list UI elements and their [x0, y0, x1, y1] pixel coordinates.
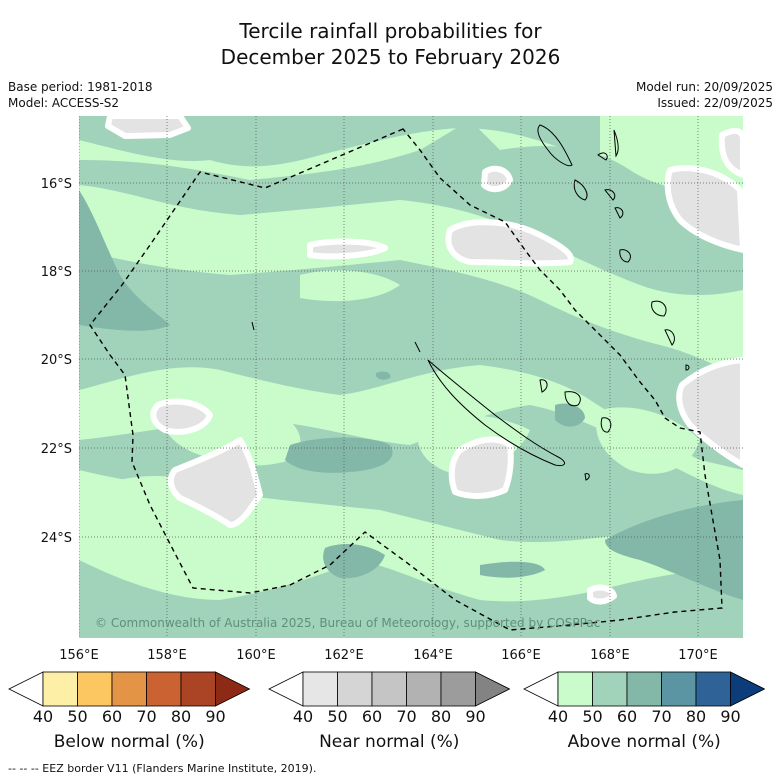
lon-label-168: 168°E	[590, 648, 630, 663]
colorbar-segment	[661, 671, 697, 707]
colorbar-segment	[592, 671, 628, 707]
copyright-text: © Commonwealth of Australia 2025, Bureau…	[95, 616, 600, 630]
colorbar-tick-label: 60	[102, 707, 122, 726]
matthew-island	[664, 329, 675, 346]
colorbar-segment	[42, 671, 78, 707]
colorbar-segment	[371, 671, 407, 707]
colorbar-tick-label: 40	[548, 707, 568, 726]
longitude-labels: 156°E 158°E 160°E 162°E 164°E 166°E 168°…	[59, 648, 718, 663]
colorbar-segment	[146, 671, 182, 707]
latitude-labels: 16°S 18°S 20°S 22°S 24°S	[41, 177, 72, 546]
mare-outline	[600, 417, 612, 433]
colorbar-segment	[302, 671, 338, 707]
meta-left: Base period: 1981-2018 Model: ACCESS-S2	[8, 79, 153, 111]
colorbar-segment	[626, 671, 662, 707]
base-period: Base period: 1981-2018	[8, 80, 153, 94]
colorbar-tick-label: 50	[327, 707, 347, 726]
islands	[251, 124, 690, 481]
colorbar-segment	[180, 671, 216, 707]
walpole-outline	[584, 473, 590, 481]
lon-label-158: 158°E	[147, 648, 187, 663]
lifou-outline	[564, 391, 581, 407]
colorbar-segment	[77, 671, 113, 707]
eez-border-line	[89, 128, 723, 631]
colorbar-tick-label: 40	[33, 707, 53, 726]
tanna-outline	[619, 249, 631, 263]
model-name: Model: ACCESS-S2	[8, 96, 120, 110]
lat-label-20: 20°S	[41, 353, 72, 368]
lat-label-22: 22°S	[41, 442, 72, 457]
colorbar-tick-label: 40	[293, 707, 313, 726]
colorbar-segment	[440, 671, 476, 707]
belep-islands	[414, 341, 421, 353]
lon-label-164: 164°E	[413, 648, 453, 663]
lon-label-160: 160°E	[236, 648, 276, 663]
colorbar-tick-label: 90	[205, 707, 225, 726]
malekula-outline	[573, 179, 588, 201]
colorbar-segment	[406, 671, 442, 707]
colorbar-tick-label: 80	[686, 707, 706, 726]
lon-label-170: 170°E	[678, 648, 718, 663]
maewo-outline	[597, 152, 608, 161]
colorbar-tick-label: 80	[171, 707, 191, 726]
colorbar-tick-label: 50	[67, 707, 87, 726]
colorbar-high-extend	[215, 671, 251, 707]
pentecost-outline	[613, 129, 619, 158]
above-normal-60-70	[79, 190, 743, 600]
colorbar-near-normal: 40 50 60 70 80 90 Near normal (%)	[268, 671, 511, 752]
colorbar-segment	[557, 671, 593, 707]
colorbar-tick-label: 60	[362, 707, 382, 726]
colorbar-tick-label: 90	[465, 707, 485, 726]
colorbar-title: Below normal (%)	[54, 732, 205, 752]
lon-label-156: 156°E	[59, 648, 99, 663]
colorbar-high-extend	[730, 671, 766, 707]
colorbar-tick-label: 70	[396, 707, 416, 726]
lat-label-18: 18°S	[41, 265, 72, 280]
colorbar-title: Above normal (%)	[568, 732, 721, 752]
lon-label-166: 166°E	[501, 648, 541, 663]
colorbar-tick-label: 60	[617, 707, 637, 726]
lat-label-24: 24°S	[41, 531, 72, 546]
colorbar-segment	[337, 671, 373, 707]
efate-outline	[614, 207, 624, 219]
model-run: Model run: 20/09/2025	[635, 80, 773, 94]
espiritu-santo-outline	[537, 124, 573, 167]
colorbar-tick-label: 80	[431, 707, 451, 726]
colorbar-high-extend	[475, 671, 511, 707]
epi-outline	[604, 189, 616, 201]
colorbar-above-normal: 40 50 60 70 80 90 Above normal (%)	[523, 671, 766, 752]
title-line-2: December 2025 to February 2026	[220, 45, 561, 69]
lat-label-16: 16°S	[41, 177, 72, 192]
colorbar-low-extend	[8, 671, 44, 707]
small-islet	[685, 364, 690, 371]
colorbar-segment	[111, 671, 147, 707]
ouvea-outline	[539, 379, 548, 393]
colorbar-tick-label: 70	[136, 707, 156, 726]
meta-right: Model run: 20/09/2025 Issued: 22/09/2025	[636, 79, 773, 111]
near-normal-40-50	[105, 116, 743, 605]
hunter-island	[651, 300, 667, 317]
title-line-1: Tercile rainfall probabilities for	[239, 19, 542, 43]
colorbar-tick-label: 90	[720, 707, 740, 726]
new-caledonia-outline	[427, 359, 566, 466]
map-title: Tercile rainfall probabilities for Decem…	[0, 18, 781, 70]
lon-label-162: 162°E	[324, 648, 364, 663]
colorbar-tick-label: 70	[651, 707, 671, 726]
issued-date: Issued: 22/09/2025	[657, 96, 773, 110]
colorbar-segment	[695, 671, 731, 707]
colorbar-low-extend	[268, 671, 304, 707]
eez-footnote: -- -- -- EEZ border V11 (Flanders Marine…	[8, 762, 317, 775]
map-area	[79, 116, 743, 638]
chesterfield-islet	[251, 321, 255, 331]
colorbar-title: Near normal (%)	[319, 732, 459, 752]
colorbar-tick-label: 50	[582, 707, 602, 726]
colorbar-low-extend	[523, 671, 559, 707]
